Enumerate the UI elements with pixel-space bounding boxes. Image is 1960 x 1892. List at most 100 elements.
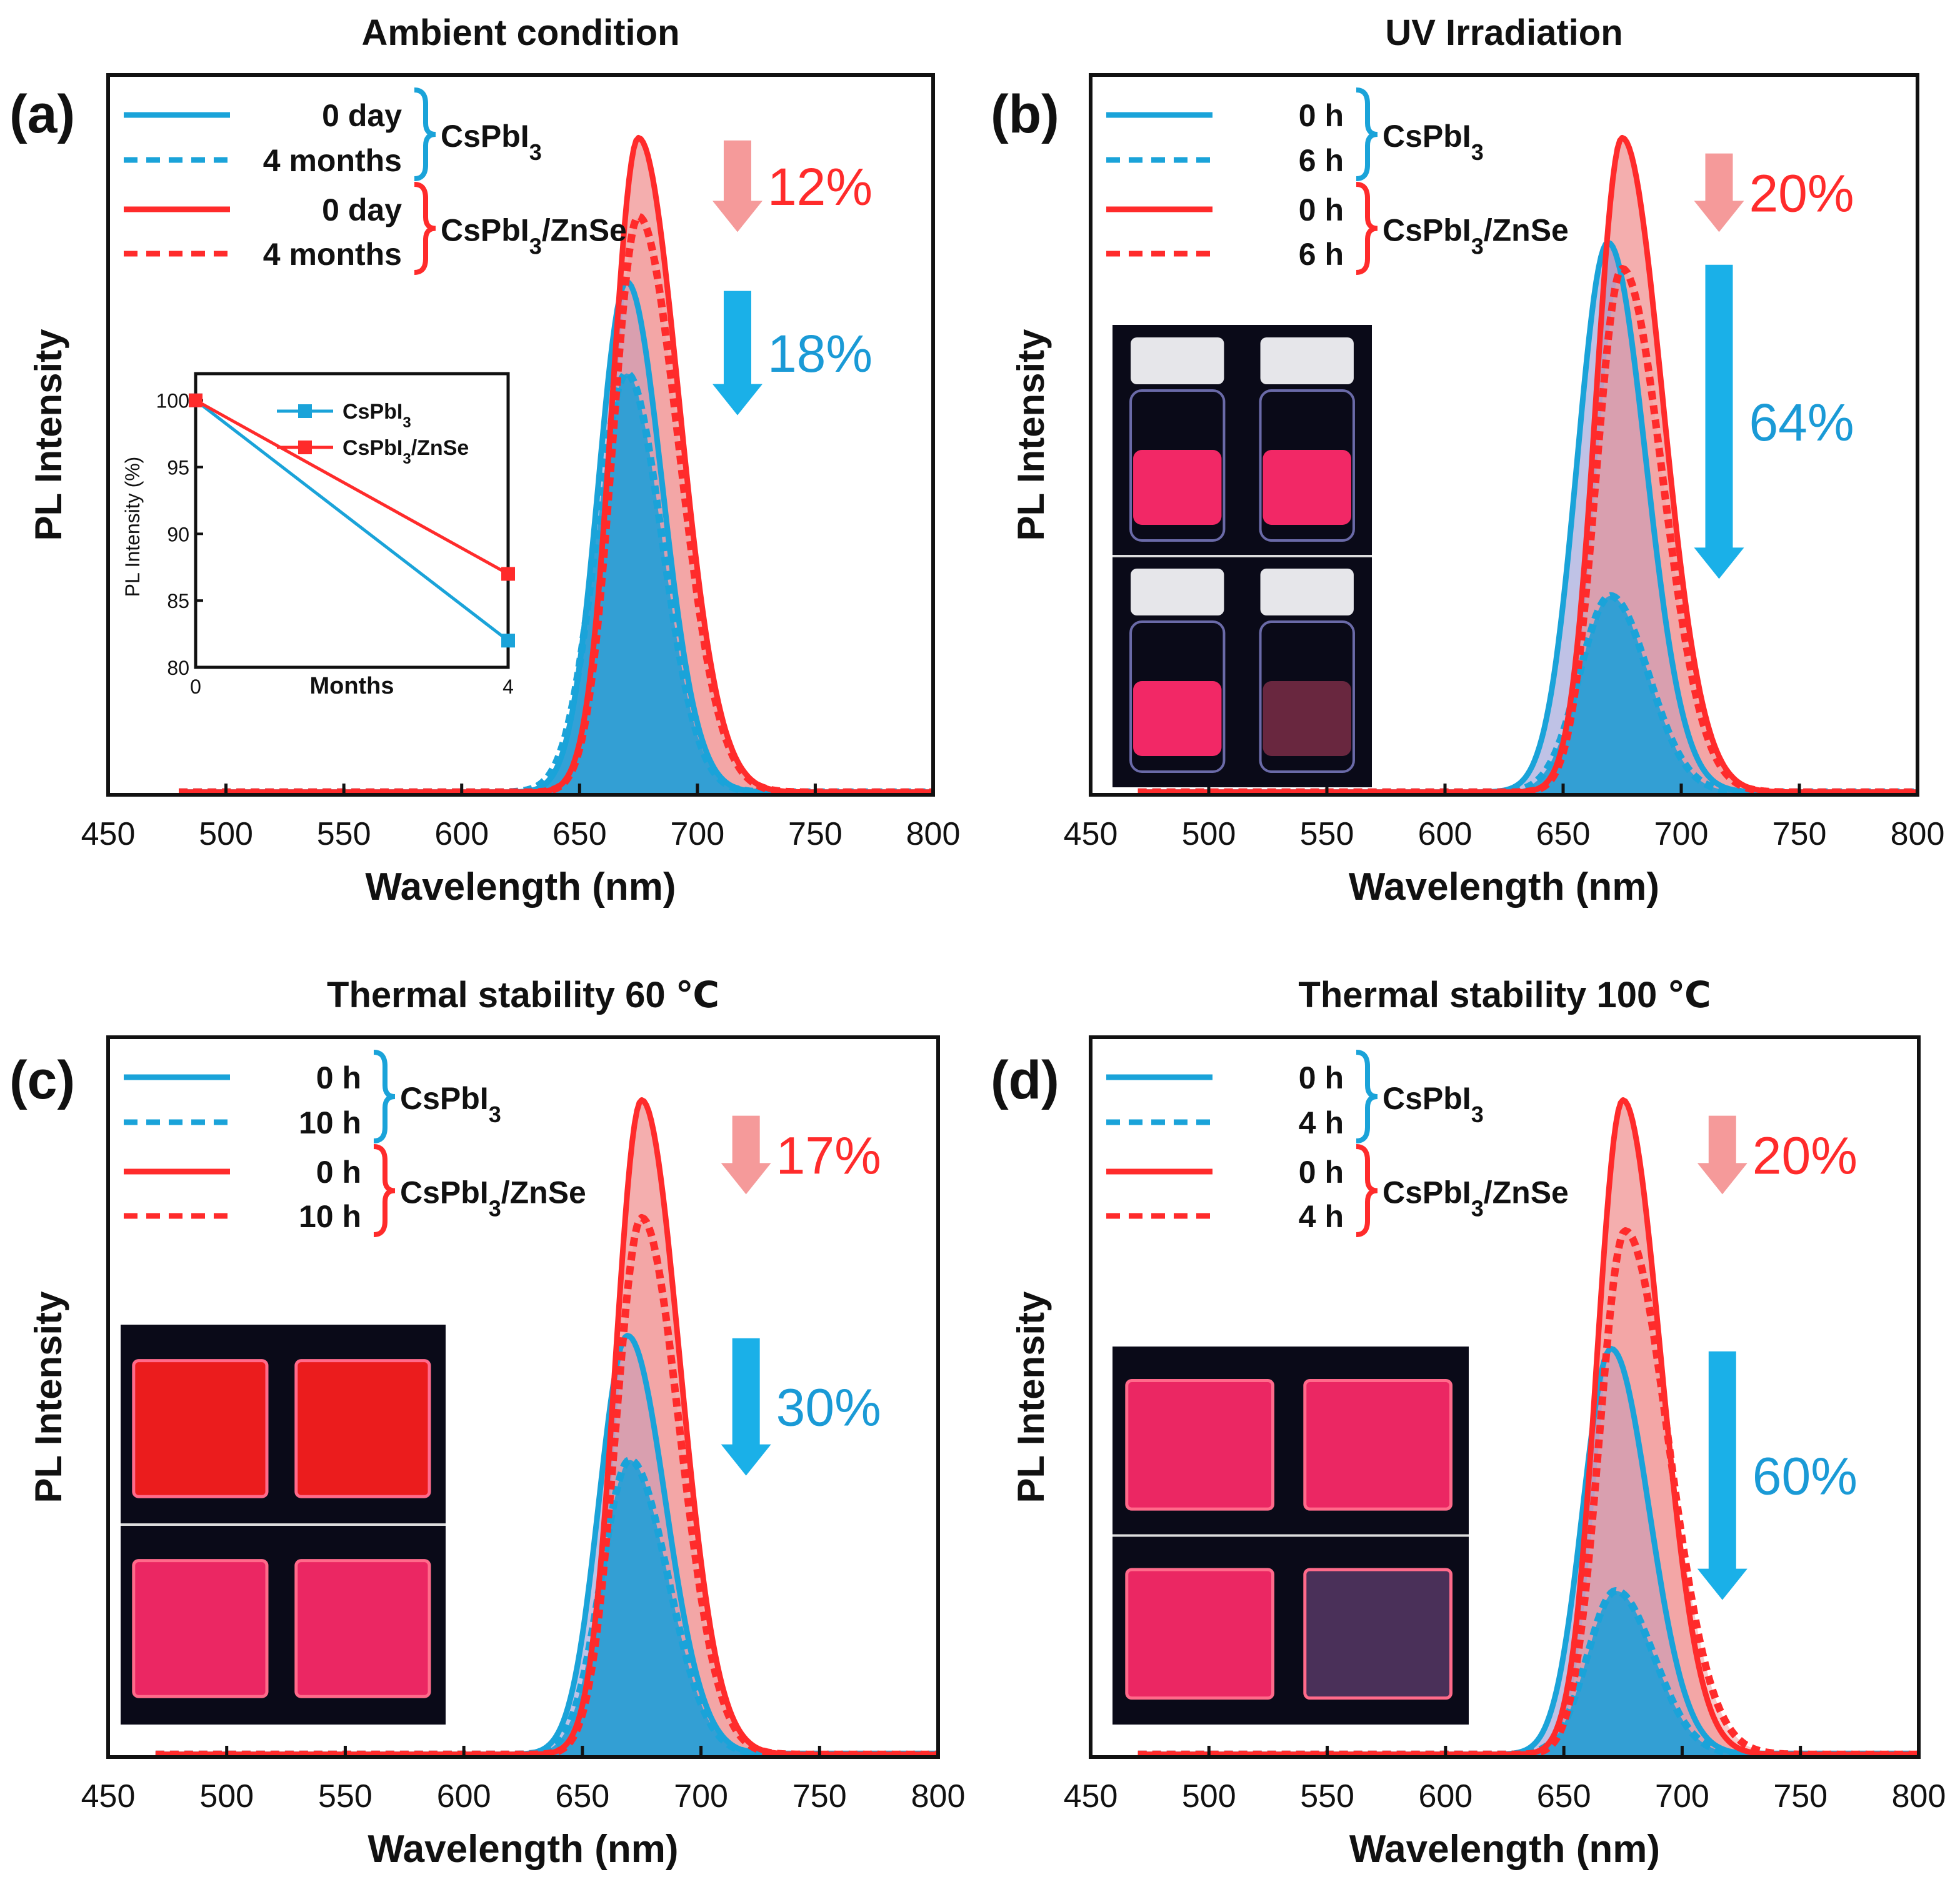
panel-b: UV Irradiation (b) PL Intensity Wavelength … — [991, 12, 1944, 909]
inset-series-CsPbI3 — [194, 399, 509, 642]
x-tick-label: 600 — [1418, 1778, 1472, 1815]
y-axis-label: PL Intensity — [1010, 329, 1052, 541]
vial-body — [1129, 620, 1226, 773]
y-axis-label: PL Intensity — [28, 1291, 69, 1503]
vial-liquid — [1262, 681, 1351, 756]
inset-x-tick-label: 0 — [190, 675, 201, 698]
x-tick-label: 500 — [1182, 1778, 1236, 1815]
x-axis-label: Wavelength (nm) — [1349, 1828, 1660, 1871]
x-tick-label: 600 — [437, 1778, 491, 1815]
inset-y-tick-label: 100 — [156, 390, 189, 412]
inset-legend-label: CsPbI3/ZnSe — [342, 436, 469, 467]
vial-cap — [1131, 569, 1224, 615]
film-sample — [1303, 1378, 1453, 1511]
legend-material-label: CsPbI3/ZnSe — [1382, 1175, 1569, 1222]
legend-brace — [373, 1144, 396, 1237]
plot-frame — [106, 1035, 940, 1759]
material-subscript: 3 — [529, 139, 542, 165]
legend-label: 4 h — [1299, 1105, 1344, 1140]
panel-label: (c) — [9, 1050, 75, 1110]
legend-brace — [1356, 1144, 1378, 1237]
film-sample — [1125, 1378, 1275, 1511]
legend-label: 0 h — [316, 1155, 361, 1190]
legend-brace — [414, 182, 436, 275]
x-tick-label: 650 — [1536, 816, 1591, 852]
x-axis-label: Wavelength (nm) — [1349, 865, 1659, 909]
inset-point — [501, 634, 515, 648]
legend-brace — [1356, 182, 1378, 275]
material-subscript: 3 — [529, 233, 542, 259]
series-CsPbI3-ZnSe-aged — [154, 1214, 938, 1757]
annotation-blue-drop: 60% — [1752, 1447, 1858, 1506]
x-tick-label: 800 — [906, 816, 961, 852]
legend-label: 0 h — [1299, 1155, 1344, 1190]
x-tick-label: 750 — [792, 1778, 847, 1815]
legend-label: 6 h — [1299, 237, 1344, 272]
series-CsPbI3-ZnSe-aged — [1136, 1227, 1919, 1757]
photo-inset — [1112, 1347, 1469, 1725]
x-tick-label: 550 — [1300, 816, 1354, 852]
vial-body — [1259, 620, 1355, 773]
plot-frame — [1089, 1035, 1921, 1759]
material-name: CsPbI — [400, 1081, 489, 1116]
x-tick-label: 500 — [199, 1778, 254, 1815]
x-tick-label: 800 — [1892, 1778, 1946, 1815]
inset-x-axis-label: Months — [309, 673, 394, 699]
inset-y-tick-label: 80 — [167, 657, 189, 679]
inset-y-tick-label: 95 — [167, 457, 189, 479]
series-CsPbI3-ZnSe-aged — [1136, 265, 1918, 795]
vial-body — [1129, 389, 1226, 542]
annotation-red-drop: 20% — [1749, 164, 1854, 223]
vial-liquid — [1133, 681, 1222, 756]
material-name: CsPbI — [1382, 213, 1471, 248]
x-tick-label: 450 — [81, 816, 136, 852]
arrow-red — [721, 1115, 771, 1195]
arrow-blue — [712, 291, 762, 416]
legend-brace — [1356, 1050, 1378, 1143]
legend-label: 0 h — [1299, 192, 1344, 227]
curves — [154, 1097, 938, 1757]
inset-y-tick-label: 90 — [167, 523, 189, 545]
arrow-red — [712, 140, 762, 232]
photo-inset — [121, 1325, 446, 1725]
panel-title: Thermal stability 100 ℃ — [1298, 975, 1711, 1015]
legend-label: 10 h — [299, 1199, 361, 1234]
material-suffix: /ZnSe — [1484, 1175, 1569, 1210]
material-suffix: /ZnSe — [501, 1175, 586, 1210]
legend-label: 0 h — [1299, 98, 1344, 133]
arrow-blue — [721, 1338, 771, 1476]
annotation-blue-drop: 18% — [768, 324, 872, 383]
legend-material-label: CsPbI3 — [400, 1081, 501, 1127]
x-tick-label: 550 — [317, 816, 371, 852]
annotation-red-drop: 20% — [1752, 1127, 1858, 1185]
legend-material-label: CsPbI3/ZnSe — [441, 213, 627, 259]
panel-title: UV Irradiation — [1385, 12, 1622, 53]
film-sample — [132, 1559, 269, 1698]
x-tick-label: 750 — [788, 816, 842, 852]
film-sample — [1125, 1568, 1275, 1700]
x-axis-label: Wavelength (nm) — [368, 1828, 678, 1871]
panel-title: Ambient condition — [361, 12, 679, 53]
x-tick-label: 750 — [1772, 816, 1827, 852]
x-tick-label: 650 — [552, 816, 607, 852]
photo-inset — [1112, 325, 1372, 787]
curves — [177, 135, 933, 795]
legend-label: 6 h — [1299, 143, 1344, 178]
annotation-red-drop: 17% — [776, 1127, 881, 1185]
legend-label: 10 h — [299, 1105, 361, 1140]
x-tick-label: 650 — [1537, 1778, 1591, 1815]
vial-cap — [1260, 337, 1354, 384]
vial-cap — [1260, 569, 1354, 615]
material-subscript: 3 — [1471, 233, 1484, 259]
plot-frame — [1089, 73, 1919, 797]
x-tick-label: 700 — [670, 816, 724, 852]
material-subscript: 3 — [489, 1102, 501, 1127]
inset-legend-suffix: /ZnSe — [411, 436, 469, 460]
legend-label: 0 h — [1299, 1060, 1344, 1095]
legend-material-label: CsPbI3 — [1382, 119, 1484, 165]
film-sample — [132, 1359, 269, 1498]
plot-frame — [106, 73, 935, 797]
legend-label: 4 months — [263, 237, 402, 272]
x-tick-label: 800 — [1891, 816, 1945, 852]
